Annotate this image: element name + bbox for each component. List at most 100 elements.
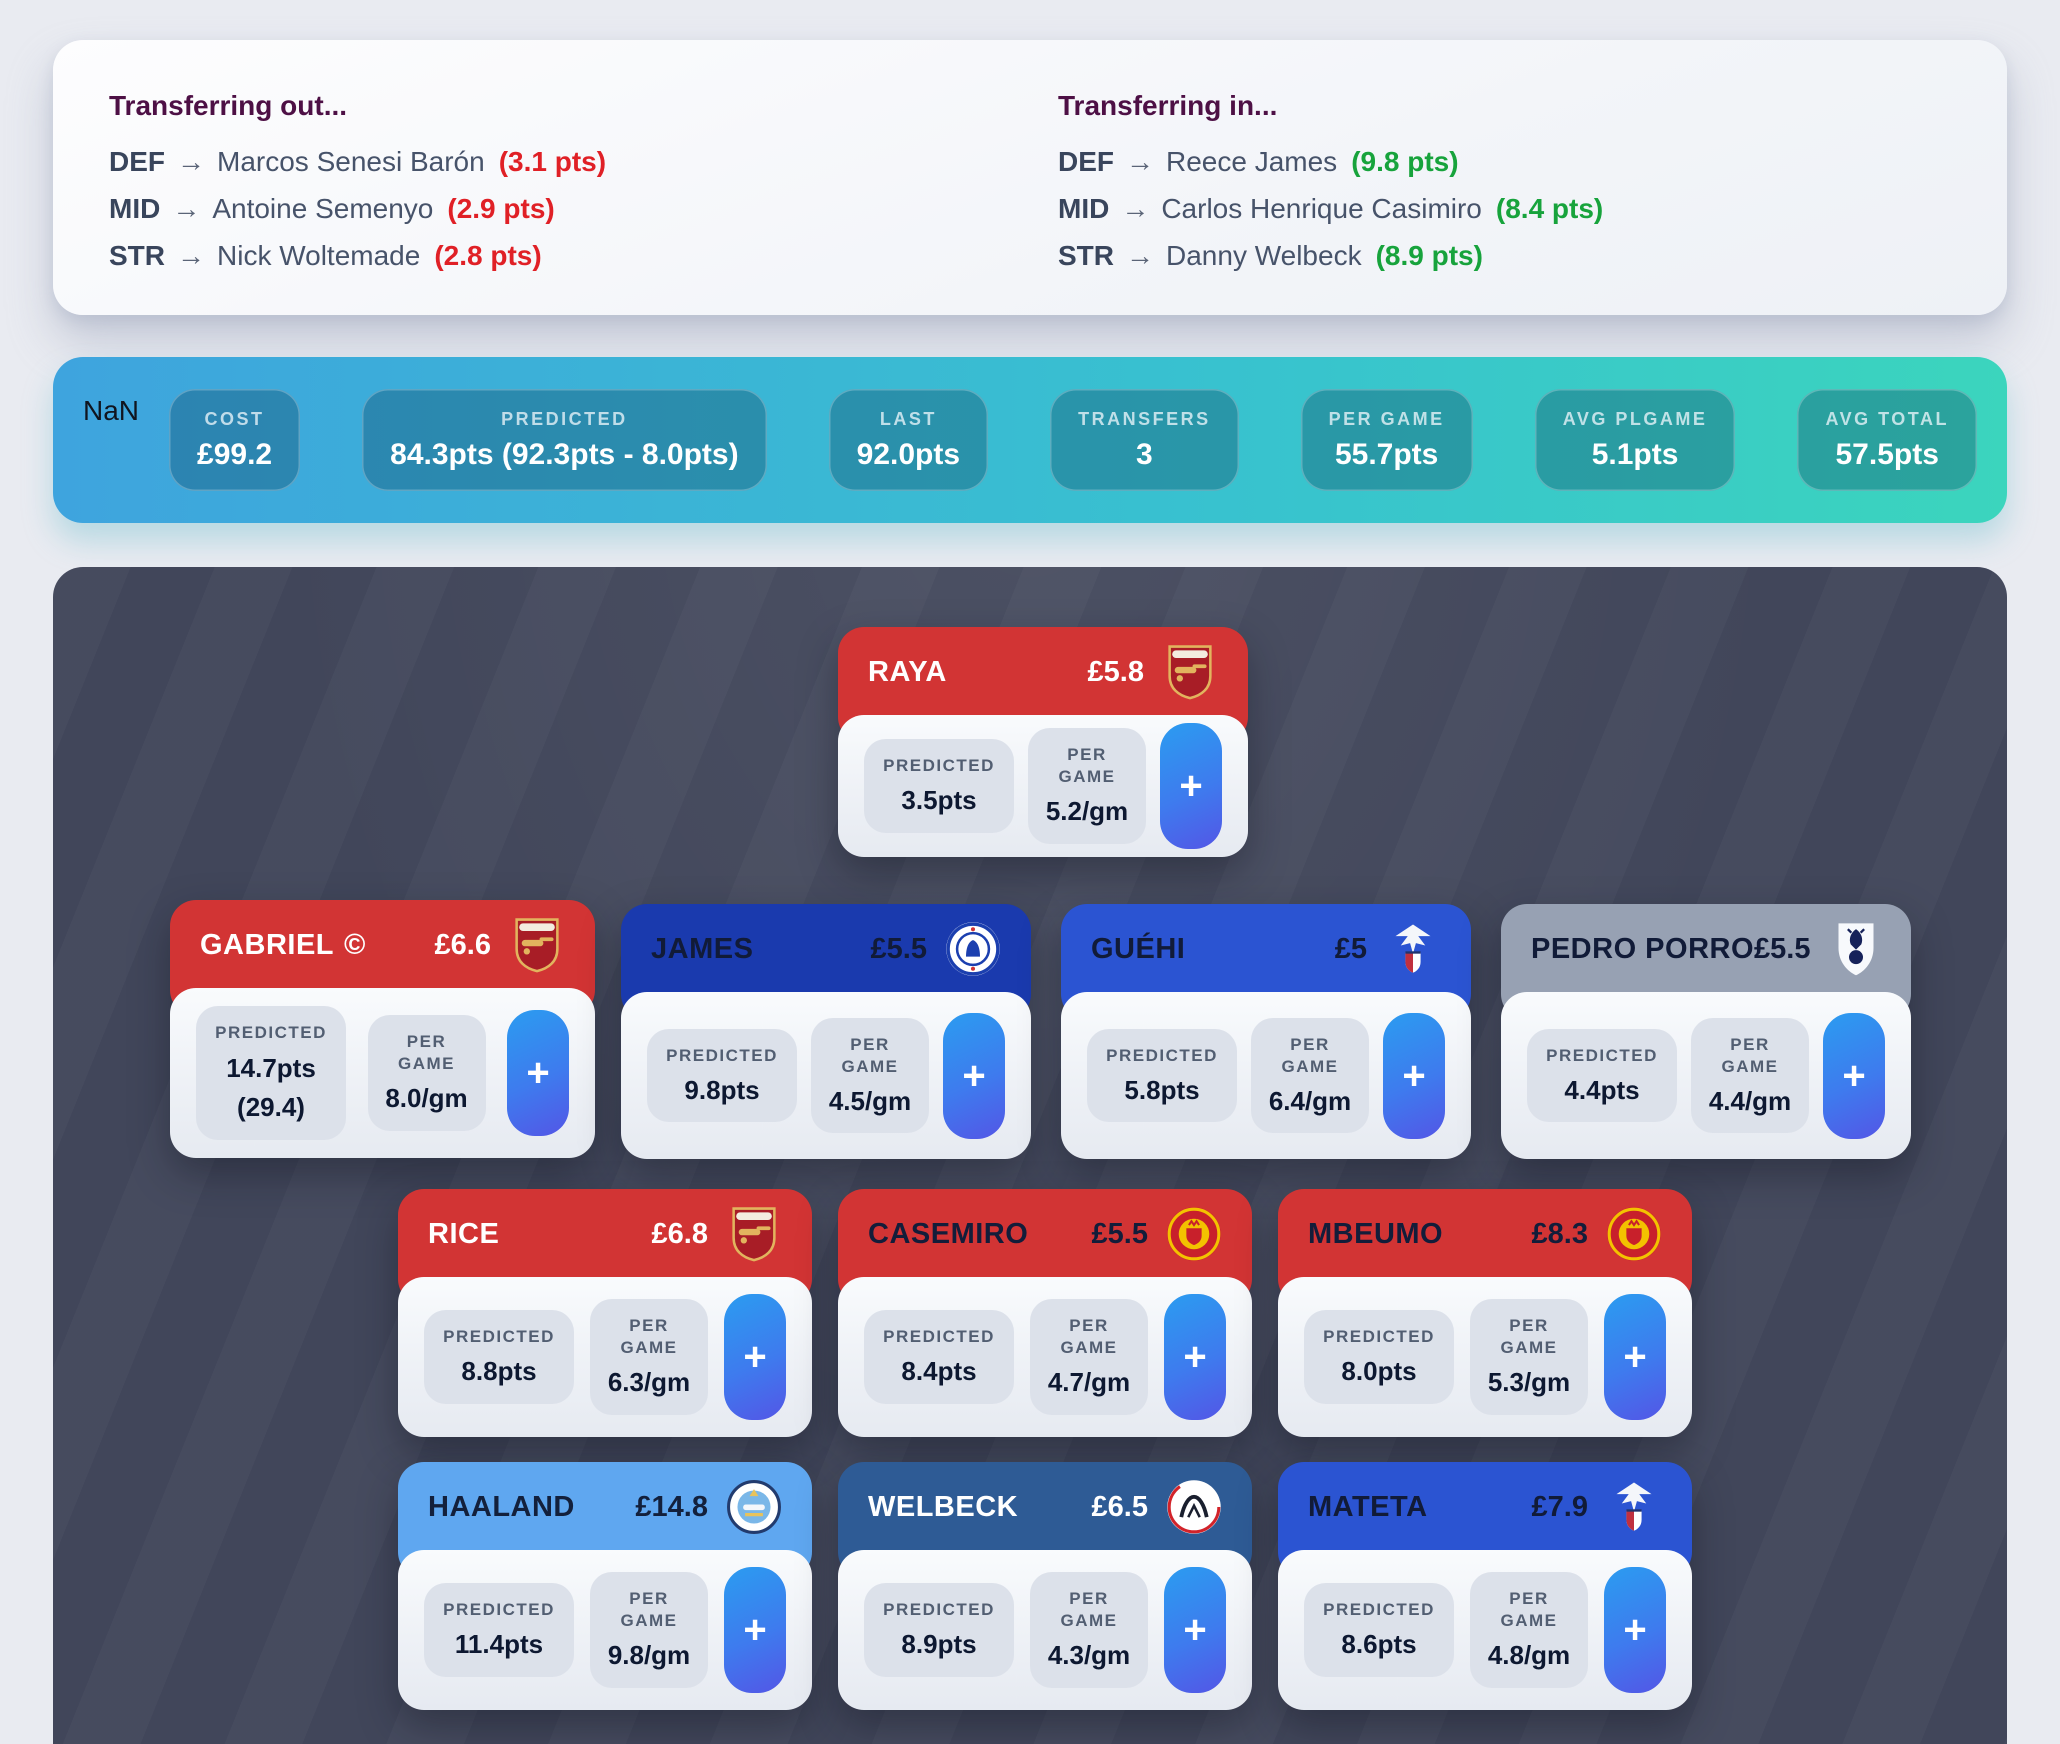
- add-player-button[interactable]: +: [1383, 1012, 1445, 1139]
- add-player-button[interactable]: +: [1160, 723, 1222, 849]
- per-game-value: 4.5/gm: [828, 1085, 912, 1116]
- transfer-points: (8.9 pts): [1375, 240, 1483, 271]
- per-game-value: 9.8/gm: [607, 1640, 691, 1671]
- player-price: £5.5: [1091, 1217, 1148, 1250]
- per-game-label: PER GAME: [1500, 1316, 1558, 1358]
- per-game-value: 4.3/gm: [1047, 1640, 1131, 1671]
- player-card-body: PREDICTED 5.8pts PER GAME 6.4/gm +: [1061, 992, 1471, 1159]
- player-name-text: RAYA: [868, 655, 947, 688]
- predicted-stat: PREDICTED 14.7pts (29.4): [196, 1006, 346, 1140]
- player-card-header-right: £6.8: [652, 1206, 782, 1262]
- player-card: MBEUMO £8.3 PREDICTED 8.0pts PER GAME 5.3/gm +: [1278, 1189, 1692, 1437]
- player-card-body: PREDICTED 3.5pts PER GAME 5.2/gm +: [838, 715, 1248, 857]
- add-player-button[interactable]: +: [724, 1294, 786, 1420]
- player-card: MATETA £7.9 PREDICTED 8.6pts PER GAME 4.8/gm +: [1278, 1462, 1692, 1710]
- predicted-value: 9.8pts: [684, 1074, 760, 1105]
- predicted-value: 4.4pts: [1564, 1074, 1640, 1105]
- predicted-value: 8.8pts: [461, 1356, 537, 1387]
- add-player-button[interactable]: +: [724, 1567, 786, 1693]
- stats-pill: PREDICTED 84.3pts (92.3pts - 8.0pts): [362, 389, 767, 491]
- predicted-label: PREDICTED: [883, 1600, 995, 1620]
- per-game-label: PER GAME: [1058, 745, 1116, 787]
- arsenal-badge-icon: [726, 1206, 782, 1262]
- stats-prefix: NaN: [83, 395, 140, 426]
- add-player-button[interactable]: +: [943, 1012, 1005, 1139]
- player-card-body: PREDICTED 8.4pts PER GAME 4.7/gm +: [838, 1277, 1252, 1437]
- add-player-button[interactable]: +: [1823, 1012, 1885, 1139]
- player-price: £5.5: [1754, 932, 1811, 965]
- transfer-in-row: MID → Carlos Henrique Casimiro (8.4 pts): [1058, 193, 2007, 225]
- crystal-palace-badge-icon: [1606, 1479, 1662, 1535]
- player-name: JAMES: [651, 933, 753, 966]
- add-player-button[interactable]: +: [1604, 1567, 1666, 1693]
- captain-icon: ©: [344, 928, 366, 961]
- player-card-header-right: £6.6: [435, 917, 565, 973]
- per-game-label: PER GAME: [1500, 1589, 1558, 1631]
- predicted-stat: PREDICTED 8.0pts: [1304, 1310, 1454, 1404]
- predicted-value: 5.8pts: [1124, 1074, 1200, 1105]
- transfer-out-title: Transferring out...: [109, 90, 348, 121]
- player-price: £8.3: [1531, 1217, 1588, 1250]
- predicted-value: 14.7pts: [226, 1052, 316, 1083]
- player-price: £5.5: [870, 932, 927, 965]
- player-name: RAYA: [868, 656, 947, 689]
- per-game-label: PER GAME: [1060, 1316, 1118, 1358]
- per-game-value: 4.8/gm: [1487, 1640, 1571, 1671]
- add-player-button[interactable]: +: [507, 1010, 569, 1136]
- per-game-stat: PER GAME 5.2/gm: [1028, 728, 1146, 844]
- player-name: MBEUMO: [1308, 1218, 1443, 1251]
- per-game-stat: PER GAME 5.3/gm: [1470, 1299, 1588, 1415]
- transfer-out-row: MID → Antoine Semenyo (2.9 pts): [109, 193, 1058, 225]
- player-card: GABRIEL © £6.6 PREDICTED 14.7pts (29.4) PER GA…: [170, 900, 595, 1158]
- player-name-text: MATETA: [1308, 1490, 1428, 1523]
- predicted-value: 11.4pts: [454, 1629, 544, 1660]
- player-name: HAALAND: [428, 1491, 575, 1524]
- per-game-stat: PER GAME 8.0/gm: [367, 1015, 486, 1131]
- add-player-button[interactable]: +: [1164, 1567, 1226, 1693]
- predicted-stat: PREDICTED 8.6pts: [1304, 1583, 1454, 1677]
- player-card-header-right: £5.5: [871, 921, 1001, 977]
- player-price: £6.8: [651, 1217, 708, 1250]
- player-card-body: PREDICTED 11.4pts PER GAME 9.8/gm +: [398, 1550, 812, 1710]
- predicted-value: 8.6pts: [1341, 1629, 1417, 1660]
- player-name: GABRIEL ©: [200, 929, 366, 962]
- add-player-button[interactable]: +: [1164, 1294, 1226, 1420]
- stats-pill-value: £99.2: [197, 437, 273, 471]
- player-name: WELBECK: [868, 1491, 1018, 1524]
- player-card-header-right: £5.5: [1092, 1206, 1222, 1262]
- chelsea-badge-icon: [945, 921, 1001, 977]
- transfer-position: DEF: [109, 146, 165, 177]
- player-price: £5: [1334, 932, 1367, 965]
- transfer-position: DEF: [1058, 146, 1114, 177]
- add-player-button[interactable]: +: [1604, 1294, 1666, 1420]
- stats-pill-label: AVG PLGAME: [1562, 408, 1708, 429]
- predicted-value: 8.4pts: [901, 1356, 977, 1387]
- transfer-player-name: Reece James: [1166, 146, 1338, 177]
- stats-pill-value: 84.3pts (92.3pts - 8.0pts): [390, 437, 739, 471]
- transfer-summary-card: Transferring out... DEF → Marcos Senesi Ba…: [53, 40, 2007, 315]
- stats-bar: NaN COST £99.2 PREDICTED 84.3pts (92.3pts -…: [53, 357, 2007, 523]
- per-game-stat: PER GAME 9.8/gm: [590, 1572, 708, 1688]
- predicted-value: 3.5pts: [901, 785, 977, 816]
- per-game-stat: PER GAME 6.4/gm: [1251, 1017, 1369, 1134]
- arrow-right-icon: →: [172, 193, 201, 224]
- crystal-palace-badge-icon: [1385, 921, 1441, 977]
- per-game-stat: PER GAME 4.3/gm: [1030, 1572, 1148, 1688]
- player-price: £7.9: [1531, 1490, 1588, 1523]
- spurs-badge-icon: [1828, 921, 1884, 977]
- transfer-in-section: Transferring in... DEF → Reece James (9.8 p…: [1058, 90, 2007, 315]
- stats-pill-label: PER GAME: [1328, 408, 1445, 429]
- predicted-label: PREDICTED: [1323, 1600, 1435, 1620]
- stats-pill-value: 92.0pts: [856, 437, 961, 471]
- per-game-value: 4.7/gm: [1047, 1367, 1131, 1398]
- predicted-label: PREDICTED: [666, 1045, 778, 1065]
- ajax-badge-icon: [1166, 1479, 1222, 1535]
- player-card-header-right: £5: [1335, 921, 1441, 977]
- player-card-body: PREDICTED 8.9pts PER GAME 4.3/gm +: [838, 1550, 1252, 1710]
- transfer-player-name: Antoine Semenyo: [212, 193, 434, 224]
- player-price: £5.8: [1087, 655, 1144, 688]
- player-card-header-right: £6.5: [1092, 1479, 1222, 1535]
- player-card-header-right: £14.8: [635, 1479, 782, 1535]
- player-card: RAYA £5.8 PREDICTED 3.5pts PER GAME 5.2/gm +: [838, 627, 1248, 857]
- player-name: CASEMIRO: [868, 1218, 1028, 1251]
